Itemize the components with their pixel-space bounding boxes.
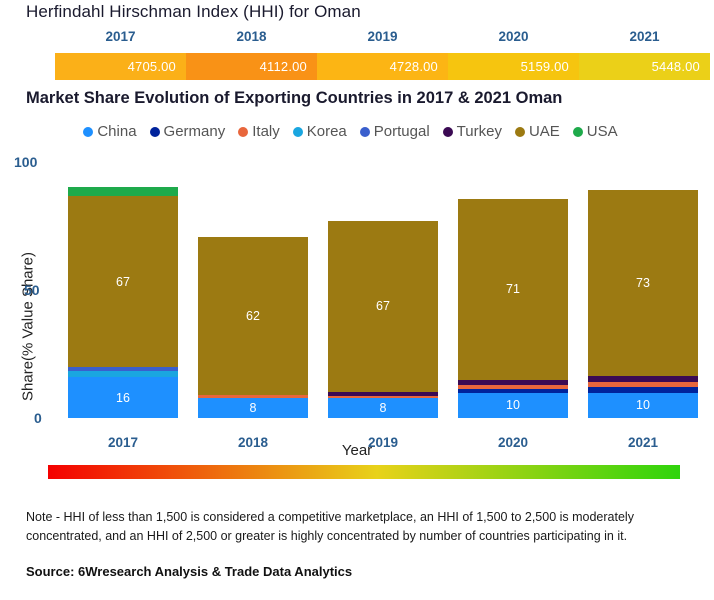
- hhi-year-2017: 2017: [105, 29, 136, 44]
- bar-group-2021[interactable]: 73 10: [588, 189, 698, 418]
- bar-value-label: 73: [636, 275, 650, 290]
- chart-title: Market Share Evolution of Exporting Coun…: [26, 89, 563, 107]
- bar-segment-uae[interactable]: 71: [458, 198, 568, 380]
- bar-segment-portugal[interactable]: [68, 367, 178, 371]
- x-tick-2019: 2019: [367, 435, 399, 450]
- legend-item-portugal[interactable]: Portugal: [359, 123, 430, 140]
- bar-segment-china[interactable]: 16: [68, 377, 178, 418]
- x-tick-2020: 2020: [497, 435, 529, 450]
- legend-label: USA: [586, 123, 618, 140]
- legend-swatch-icon: [572, 126, 583, 137]
- legend-swatch-icon: [359, 126, 370, 137]
- stacked-bar-chart: Share(% Value Share) 100 50 0 67 16 2017 62…: [0, 148, 714, 459]
- stacked-bar: 73 10: [588, 189, 698, 418]
- bar-segment-germany[interactable]: [458, 388, 568, 393]
- legend-swatch-icon: [238, 126, 249, 137]
- legend-item-usa[interactable]: USA: [572, 123, 618, 140]
- chart-legend: China Germany Italy Korea Portugal Turkey UAE U…: [0, 123, 714, 140]
- legend-label: Korea: [306, 123, 347, 140]
- hhi-value-2021: 5448.00: [579, 53, 710, 80]
- hhi-year-2021: 2021: [629, 29, 660, 44]
- bar-segment-turkey[interactable]: [588, 375, 698, 383]
- bar-segment-china[interactable]: 8: [198, 397, 308, 418]
- bar-segment-italy[interactable]: [458, 384, 568, 389]
- footer-source: Source: 6Wresearch Analysis & Trade Data…: [26, 564, 353, 579]
- legend-label: Turkey: [456, 123, 502, 140]
- hhi-value-2019: 4728.00: [317, 53, 448, 80]
- bar-group-2018[interactable]: 62 8: [198, 236, 308, 418]
- legend-swatch-icon: [83, 126, 94, 137]
- legend-label: UAE: [528, 123, 560, 140]
- hhi-title: Herfindahl Hirschman Index (HHI) for Oma…: [26, 2, 361, 21]
- legend-swatch-icon: [514, 126, 525, 137]
- legend-item-korea[interactable]: Korea: [292, 123, 347, 140]
- y-axis-label: Share(% Value Share): [19, 252, 37, 401]
- bar-segment-uae[interactable]: 67: [68, 196, 178, 368]
- hhi-year-2019: 2019: [367, 29, 398, 44]
- bar-segment-italy[interactable]: [328, 395, 438, 398]
- x-tick-2021: 2021: [627, 435, 659, 450]
- legend-item-italy[interactable]: Italy: [238, 123, 280, 140]
- hhi-value-2020: 5159.00: [448, 53, 579, 80]
- bar-segment-korea[interactable]: [68, 370, 178, 378]
- hhi-value-bar: 4705.00 4112.00 4728.00 5159.00 5448.00: [55, 53, 710, 80]
- legend-item-uae[interactable]: UAE: [514, 123, 560, 140]
- bar-value-label: 62: [246, 309, 260, 324]
- bar-value-label: 71: [506, 282, 520, 297]
- bar-value-label: 10: [636, 398, 650, 413]
- hhi-scale-gradient: [48, 465, 680, 479]
- legend-label: China: [97, 123, 137, 140]
- bar-value-label: 10: [506, 398, 520, 413]
- bar-segment-china[interactable]: 8: [328, 397, 438, 418]
- hhi-year-2018: 2018: [236, 29, 267, 44]
- bar-segment-uae[interactable]: 62: [198, 236, 308, 396]
- bars-container: 67 16 2017 62 8 2018 67 8 2019 71 10 2020 73 10 2021: [68, 163, 698, 450]
- legend-label: Germany: [163, 123, 226, 140]
- legend-label: Italy: [252, 123, 280, 140]
- bar-segment-italy[interactable]: [198, 395, 308, 398]
- stacked-bar: 62 8: [198, 236, 308, 418]
- legend-label: Portugal: [373, 123, 430, 140]
- bar-group-2020[interactable]: 71 10: [458, 198, 568, 418]
- bar-value-label: 8: [379, 400, 387, 415]
- x-tick-2017: 2017: [107, 435, 139, 450]
- bar-segment-germany[interactable]: [588, 387, 698, 393]
- x-axis-label: Year: [341, 442, 373, 459]
- hhi-year-row: 2017 2018 2019 2020 2021: [55, 29, 710, 49]
- hhi-year-2020: 2020: [498, 29, 529, 44]
- legend-item-china[interactable]: China: [83, 123, 137, 140]
- y-tick-100: 100: [14, 154, 38, 170]
- y-tick-0: 0: [34, 410, 42, 426]
- bar-value-label: 67: [116, 274, 130, 289]
- bar-value-label: 67: [376, 299, 390, 314]
- bar-segment-china[interactable]: 10: [458, 392, 568, 418]
- bar-value-label: 8: [249, 400, 257, 415]
- bar-segment-turkey[interactable]: [328, 391, 438, 396]
- bar-segment-turkey[interactable]: [458, 379, 568, 385]
- legend-swatch-icon: [292, 126, 303, 137]
- bar-group-2019[interactable]: 67 8: [328, 220, 438, 418]
- stacked-bar: 67 16: [68, 187, 178, 418]
- bar-segment-usa[interactable]: [68, 187, 178, 197]
- bar-segment-china[interactable]: 10: [588, 392, 698, 418]
- hhi-value-2018: 4112.00: [186, 53, 317, 80]
- legend-item-germany[interactable]: Germany: [149, 123, 226, 140]
- bar-segment-italy[interactable]: [588, 382, 698, 388]
- hhi-value-2017: 4705.00: [55, 53, 186, 80]
- footer-note: Note - HHI of less than 1,500 is conside…: [26, 510, 634, 543]
- x-tick-2018: 2018: [237, 435, 269, 450]
- bar-segment-uae[interactable]: 73: [588, 189, 698, 376]
- bar-group-2017[interactable]: 67 16: [68, 187, 178, 418]
- legend-swatch-icon: [442, 126, 453, 137]
- bar-segment-uae[interactable]: 67: [328, 220, 438, 392]
- stacked-bar: 71 10: [458, 198, 568, 418]
- y-tick-50: 50: [24, 282, 40, 298]
- stacked-bar: 67 8: [328, 220, 438, 418]
- legend-item-turkey[interactable]: Turkey: [442, 123, 502, 140]
- bar-value-label: 16: [116, 390, 130, 405]
- legend-swatch-icon: [149, 126, 160, 137]
